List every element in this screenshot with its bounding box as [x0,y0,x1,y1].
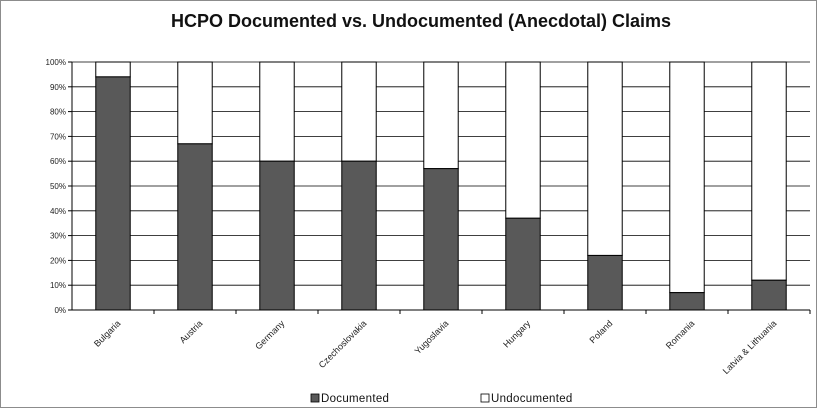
chart-title: HCPO Documented vs. Undocumented (Anecdo… [171,11,671,31]
bar-documented [505,217,541,311]
bar-documented [751,279,787,311]
bar-documented [259,160,295,311]
y-tick-label: 30% [50,232,66,241]
bar-undocumented [259,61,295,162]
bar-documented [423,168,459,311]
bar-documented [95,76,131,311]
y-tick-label: 40% [50,207,66,216]
bar-undocumented [423,61,459,170]
bar-undocumented [669,61,705,294]
legend: Documented Undocumented [310,393,573,405]
bar-undocumented [505,61,541,219]
y-tick-label: 100% [46,58,66,67]
bar-undocumented [341,61,377,162]
y-tick-label: 90% [50,83,66,92]
bar-undocumented [95,61,131,78]
bars [95,61,787,311]
y-tick-label: 60% [50,157,66,166]
y-tick-label: 50% [50,182,66,191]
legend-swatch-undocumented [480,393,490,403]
legend-swatch-documented [310,393,320,403]
y-tick-label: 10% [50,281,66,290]
legend-label-documented: Documented [321,393,389,405]
bar-documented [587,254,623,311]
y-tick-label: 70% [50,132,66,141]
y-tick-label: 80% [50,108,66,117]
y-axis-ticks: 0% 10% 20% 30% 40% 50% 60% 70% 80% 90% 100% [46,58,72,315]
bar-undocumented [587,61,623,256]
bar-undocumented [751,61,787,281]
y-tick-label: 20% [50,256,66,265]
bar-documented [669,292,705,311]
bar-documented [177,143,213,311]
y-tick-label: 0% [54,306,66,315]
bar-documented [341,160,377,311]
bar-undocumented [177,61,213,145]
legend-label-undocumented: Undocumented [491,393,573,405]
